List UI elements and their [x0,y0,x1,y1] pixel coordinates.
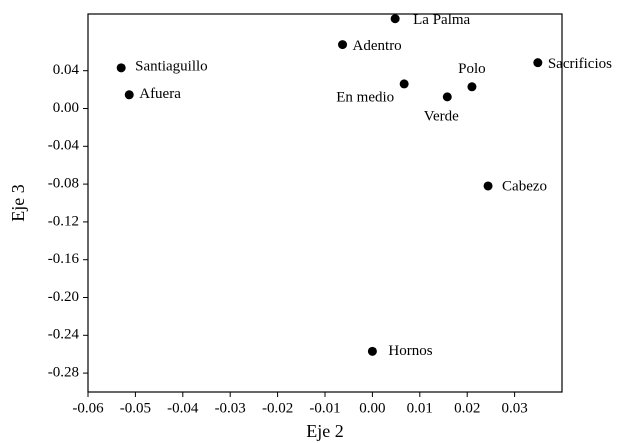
y-axis-label: Eje 3 [8,184,28,222]
point [338,40,348,50]
point-label: Polo [458,61,486,77]
point [367,346,377,356]
y-tick-label: -0.20 [48,289,79,305]
point-label: Adentro [353,38,402,54]
y-tick-label: -0.08 [48,176,79,192]
y-tick-label: -0.24 [48,327,80,343]
x-tick-label: -0.01 [309,400,340,416]
point-label: Cabezo [502,178,547,194]
x-tick-label: 0.02 [454,400,480,416]
x-tick-label: 0.00 [359,400,385,416]
y-tick-label: -0.16 [48,251,80,267]
point [467,82,477,92]
x-tick-label: 0.01 [407,400,433,416]
x-tick-label: -0.06 [72,400,104,416]
point-label: Sacrificios [548,56,612,72]
point-label: Santiaguillo [135,58,208,74]
y-tick-label: -0.12 [48,213,79,229]
point [442,92,452,102]
point [483,181,493,191]
x-tick-label: -0.05 [120,400,151,416]
x-tick-label: 0.03 [501,400,527,416]
x-tick-label: -0.04 [167,400,199,416]
point [124,90,134,100]
point [116,63,126,73]
x-tick-label: -0.02 [262,400,293,416]
point-label: En medio [336,89,394,105]
y-tick-label: -0.28 [48,365,79,381]
point [533,58,543,68]
y-tick-label: 0.00 [53,100,79,116]
point-label: Afuera [139,86,181,102]
y-tick-label: 0.04 [53,62,80,78]
point-label: La Palma [413,12,470,28]
point-label: Verde [424,108,459,124]
point [399,79,409,89]
x-axis-label: Eje 2 [306,421,344,441]
x-tick-label: -0.03 [215,400,246,416]
point [390,14,400,24]
y-tick-label: -0.04 [48,138,80,154]
point-label: Hornos [388,343,432,359]
